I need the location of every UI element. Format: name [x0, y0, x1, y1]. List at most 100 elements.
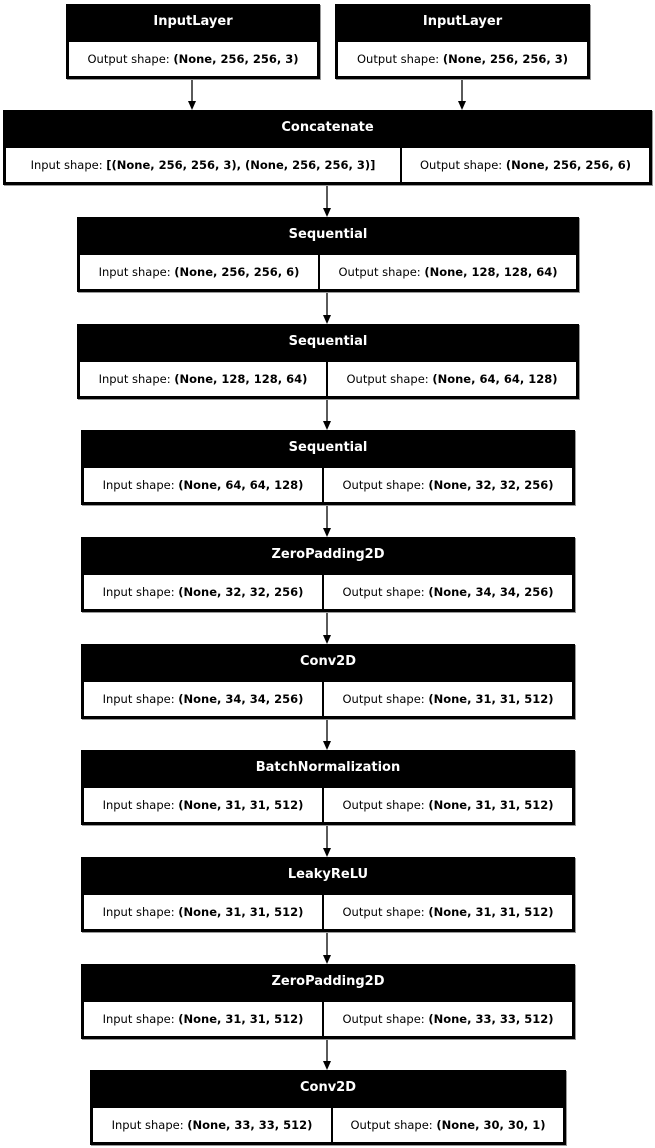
- output-shape-value: (None, 33, 33, 512): [428, 1012, 554, 1026]
- shape-row: Input shape: (None, 64, 64, 128) Output s…: [84, 468, 572, 502]
- arrowhead-icon: [323, 955, 331, 964]
- input-shape-label: Input shape:: [102, 585, 179, 599]
- input-shape-cell: Input shape: (None, 33, 33, 512): [93, 1108, 331, 1142]
- output-shape-cell: Output shape: (None, 256, 256, 6): [402, 148, 649, 182]
- output-shape-value: (None, 31, 31, 512): [428, 905, 554, 919]
- input-shape-label: Input shape:: [98, 372, 175, 386]
- shape-row: Input shape: (None, 34, 34, 256) Output s…: [84, 682, 572, 716]
- layer-title: Sequential: [288, 440, 368, 455]
- output-shape-label: Output shape:: [87, 52, 174, 66]
- shape-row: Output shape: (None, 256, 256, 3): [338, 42, 587, 76]
- layer-title: Concatenate: [281, 120, 374, 135]
- shape-row: Input shape: (None, 31, 31, 512) Output s…: [84, 895, 572, 929]
- output-shape-label: Output shape:: [346, 372, 433, 386]
- output-shape-value: (None, 128, 128, 64): [424, 265, 558, 279]
- input-shape-value: [(None, 256, 256, 3), (None, 256, 256, 3…: [106, 158, 376, 172]
- output-shape-label: Output shape:: [342, 478, 429, 492]
- arrowhead-icon: [323, 848, 331, 857]
- output-shape-value: (None, 31, 31, 512): [428, 692, 554, 706]
- output-shape-cell: Output shape: (None, 33, 33, 512): [324, 1002, 572, 1036]
- layer-node-inputlayer: InputLayer Output shape: (None, 256, 256,…: [335, 4, 590, 79]
- layer-node-conv2d: Conv2D Input shape: (None, 33, 33, 512) Ou…: [90, 1070, 566, 1145]
- layer-node-sequential: Sequential Input shape: (None, 128, 128, …: [77, 324, 579, 399]
- input-shape-cell: Input shape: (None, 128, 128, 64): [80, 362, 326, 396]
- layer-title: ZeroPadding2D: [271, 547, 385, 562]
- output-shape-cell: Output shape: (None, 32, 32, 256): [324, 468, 572, 502]
- layer-node-batchnormalization: BatchNormalization Input shape: (None, 31…: [81, 750, 575, 825]
- output-shape-cell: Output shape: (None, 30, 30, 1): [333, 1108, 563, 1142]
- input-shape-cell: Input shape: (None, 64, 64, 128): [84, 468, 322, 502]
- arrowhead-icon: [188, 101, 196, 110]
- input-shape-cell: Input shape: (None, 31, 31, 512): [84, 788, 322, 822]
- layer-title: Sequential: [288, 227, 368, 242]
- output-shape-cell: Output shape: (None, 31, 31, 512): [324, 895, 572, 929]
- output-shape-label: Output shape:: [342, 798, 429, 812]
- layer-title: InputLayer: [153, 14, 233, 29]
- layer-node-inputlayer: InputLayer Output shape: (None, 256, 256,…: [66, 4, 320, 79]
- shape-row: Input shape: (None, 31, 31, 512) Output s…: [84, 1002, 572, 1036]
- input-shape-cell: Input shape: (None, 31, 31, 512): [84, 895, 322, 929]
- layer-node-sequential: Sequential Input shape: (None, 64, 64, 12…: [81, 430, 575, 505]
- arrowhead-icon: [323, 208, 331, 217]
- layer-title: ZeroPadding2D: [271, 974, 385, 989]
- shape-row: Input shape: (None, 31, 31, 512) Output s…: [84, 788, 572, 822]
- input-shape-value: (None, 31, 31, 512): [178, 1012, 304, 1026]
- input-shape-value: (None, 31, 31, 512): [178, 905, 304, 919]
- arrowhead-icon: [323, 741, 331, 750]
- arrowhead-icon: [323, 635, 331, 644]
- output-shape-cell: Output shape: (None, 31, 31, 512): [324, 682, 572, 716]
- shape-row: Input shape: (None, 128, 128, 64) Output …: [80, 362, 576, 396]
- input-shape-value: (None, 256, 256, 6): [174, 265, 300, 279]
- output-shape-value: (None, 256, 256, 3): [173, 52, 299, 66]
- layer-title: LeakyReLU: [287, 867, 369, 882]
- shape-row: Input shape: [(None, 256, 256, 3), (None…: [6, 148, 649, 182]
- layer-title: Conv2D: [299, 654, 357, 669]
- output-shape-value: (None, 64, 64, 128): [432, 372, 558, 386]
- output-shape-value: (None, 256, 256, 3): [442, 52, 568, 66]
- input-shape-label: Input shape:: [102, 478, 179, 492]
- layer-title: Sequential: [288, 334, 368, 349]
- input-shape-label: Input shape:: [102, 905, 179, 919]
- output-shape-cell: Output shape: (None, 31, 31, 512): [324, 788, 572, 822]
- layer-node-sequential: Sequential Input shape: (None, 256, 256, …: [77, 217, 579, 292]
- shape-row: Output shape: (None, 256, 256, 3): [69, 42, 317, 76]
- input-shape-value: (None, 34, 34, 256): [178, 692, 304, 706]
- arrowhead-icon: [323, 315, 331, 324]
- input-shape-value: (None, 33, 33, 512): [187, 1118, 313, 1132]
- layer-title: BatchNormalization: [255, 760, 401, 775]
- shape-row: Input shape: (None, 33, 33, 512) Output s…: [93, 1108, 563, 1142]
- input-shape-label: Input shape:: [98, 265, 175, 279]
- output-shape-label: Output shape:: [420, 158, 506, 172]
- output-shape-label: Output shape:: [357, 52, 443, 66]
- output-shape-value: (None, 30, 30, 1): [436, 1118, 546, 1132]
- layer-node-conv2d: Conv2D Input shape: (None, 34, 34, 256) Ou…: [81, 644, 575, 719]
- output-shape-cell: Output shape: (None, 256, 256, 3): [69, 42, 317, 76]
- layer-node-zeropadding2d: ZeroPadding2D Input shape: (None, 32, 32,…: [81, 537, 575, 612]
- shape-row: Input shape: (None, 32, 32, 256) Output s…: [84, 575, 572, 609]
- arrowhead-icon: [323, 421, 331, 430]
- layer-title: Conv2D: [299, 1080, 357, 1095]
- layer-node-concatenate: Concatenate Input shape: [(None, 256, 256…: [3, 110, 652, 185]
- output-shape-label: Output shape:: [342, 692, 429, 706]
- arrowhead-icon: [323, 528, 331, 537]
- input-shape-cell: Input shape: [(None, 256, 256, 3), (None…: [6, 148, 400, 182]
- output-shape-value: (None, 32, 32, 256): [428, 478, 554, 492]
- output-shape-label: Output shape:: [350, 1118, 437, 1132]
- output-shape-label: Output shape:: [342, 585, 429, 599]
- input-shape-label: Input shape:: [102, 692, 179, 706]
- output-shape-cell: Output shape: (None, 64, 64, 128): [328, 362, 576, 396]
- input-shape-value: (None, 64, 64, 128): [178, 478, 304, 492]
- input-shape-value: (None, 31, 31, 512): [178, 798, 304, 812]
- input-shape-label: Input shape:: [102, 798, 179, 812]
- output-shape-value: (None, 256, 256, 6): [505, 158, 631, 172]
- shape-row: Input shape: (None, 256, 256, 6) Output s…: [80, 255, 576, 289]
- input-shape-cell: Input shape: (None, 34, 34, 256): [84, 682, 322, 716]
- layer-node-leakyrelu: LeakyReLU Input shape: (None, 31, 31, 512…: [81, 857, 575, 932]
- input-shape-label: Input shape:: [111, 1118, 188, 1132]
- input-shape-value: (None, 128, 128, 64): [174, 372, 308, 386]
- output-shape-label: Output shape:: [338, 265, 425, 279]
- input-shape-cell: Input shape: (None, 31, 31, 512): [84, 1002, 322, 1036]
- output-shape-cell: Output shape: (None, 256, 256, 3): [338, 42, 587, 76]
- output-shape-cell: Output shape: (None, 128, 128, 64): [320, 255, 576, 289]
- output-shape-label: Output shape:: [342, 1012, 429, 1026]
